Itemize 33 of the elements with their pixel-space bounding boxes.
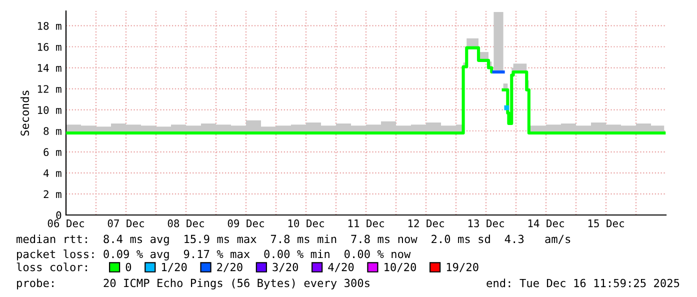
y-tick-label: 18 m — [38, 22, 62, 30]
text: probe: 20 ICMP Echo Pings (56 Bytes) every 300s — [17, 278, 370, 290]
x-tick-label: 08 Dec — [168, 219, 204, 228]
x-tick-label: 12 Dec — [408, 219, 444, 228]
y-tick-label: 6 m — [44, 148, 62, 156]
text: median rtt: 8.4 ms avg 15.9 ms max 7.8 ms min 7.8 ms now 2.0 ms sd 4.3 am/s — [16, 234, 570, 246]
legend-label: 2/20 — [217, 262, 242, 272]
x-tick-label: 10 Dec — [288, 219, 324, 228]
x-tick-label: 07 Dec — [108, 219, 144, 228]
legend-label: 19/20 — [446, 262, 478, 272]
text: packet loss: 0.09 % avg 9.17 % max 0.00 % min 0.00 % now — [17, 250, 411, 260]
legend-label: 3/20 — [272, 262, 298, 272]
x-tick-label: 14 Dec — [528, 220, 564, 228]
x-tick-label: 06 Dec — [48, 219, 84, 228]
y-tick-label: 14 m — [38, 64, 62, 72]
y-tick-label: 4 m — [44, 169, 62, 177]
y-tick-label: 10 m — [38, 106, 62, 114]
y-axis-title: Seconds — [20, 90, 30, 136]
y-tick-label: 0 — [56, 211, 62, 220]
legend-label: 4/20 — [328, 262, 354, 272]
y-tick-label: 2 m — [44, 190, 62, 198]
legend-label: 0 — [126, 262, 132, 272]
x-tick-label: 11 Dec — [348, 220, 384, 228]
y-tick-label: 16 m — [38, 43, 62, 51]
y-tick-label: 12 m — [38, 85, 62, 93]
legend-label: 10/20 — [384, 262, 416, 272]
x-tick-label: 15 Dec — [588, 220, 624, 228]
legend-label: 1/20 — [162, 262, 187, 272]
x-tick-label: 09 Dec — [228, 219, 264, 228]
legend-title: loss color: — [16, 262, 87, 272]
x-tick-label: 13 Dec — [468, 219, 504, 228]
y-tick-label: 8 m — [44, 127, 62, 136]
text: end: Tue Dec 16 11:59:25 2025 — [486, 278, 680, 288]
